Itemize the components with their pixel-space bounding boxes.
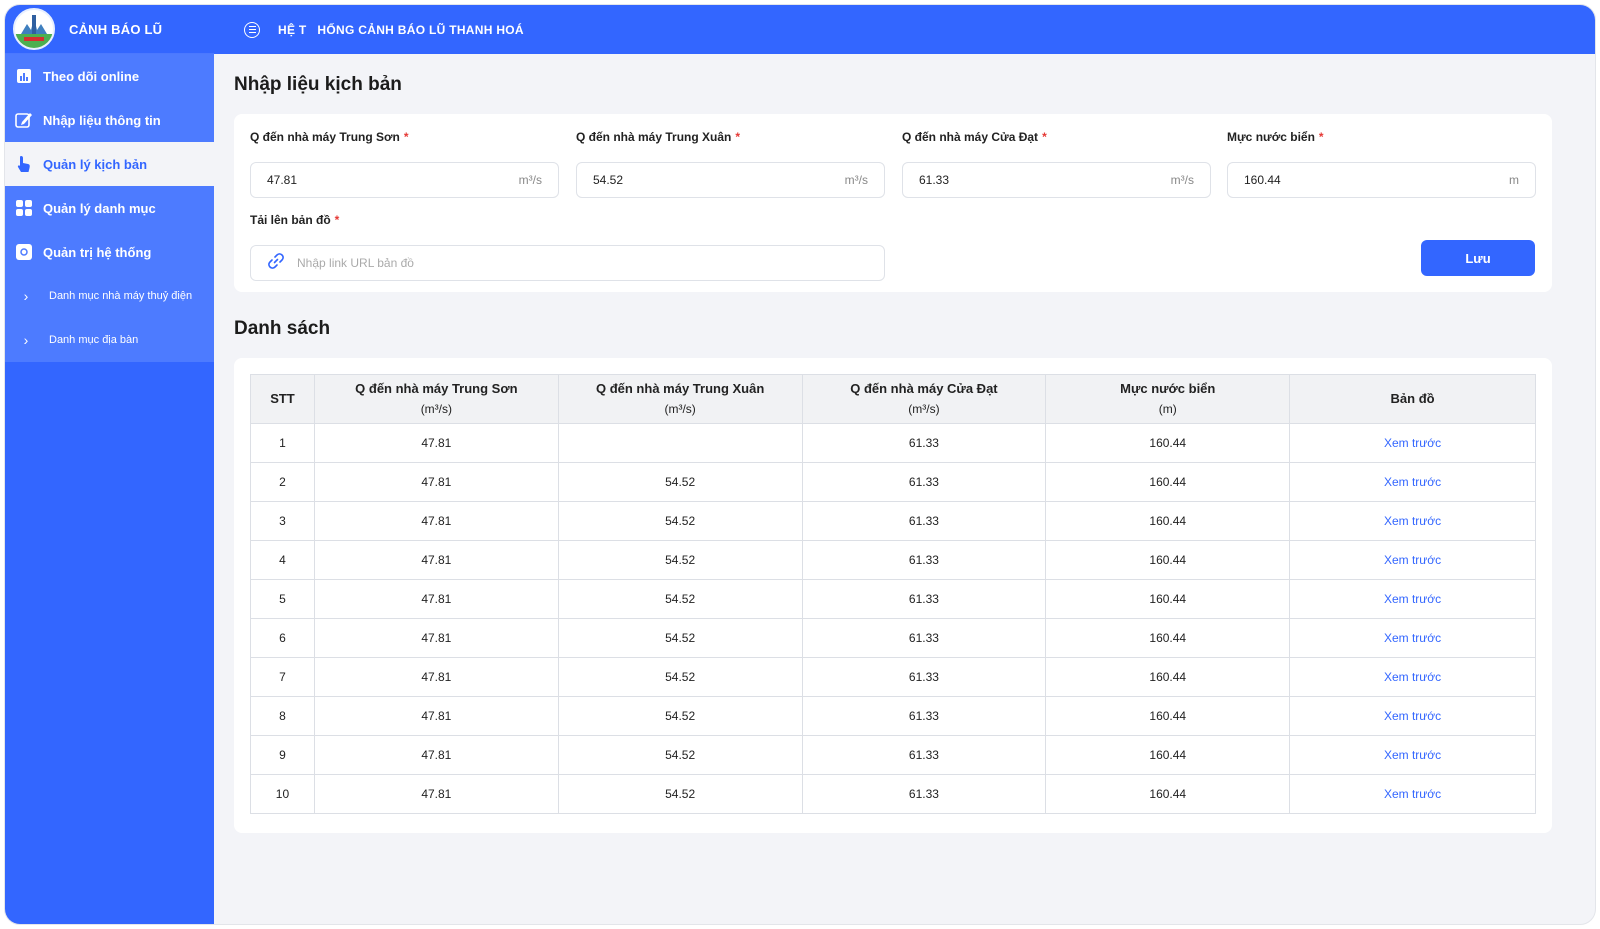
table-row: 1 47.81 61.33 160.44 Xem trước (250, 423, 1536, 463)
trung-xuan-input[interactable]: 54.52 m³/s (576, 162, 885, 198)
list-title: Danh sách (234, 318, 331, 339)
preview-link[interactable]: Xem trước (1289, 618, 1536, 658)
sidebar-item-label: Quản lý kịch bản (43, 156, 148, 172)
sidebar-item-danh-muc-dia-ban[interactable]: › Danh mục địa bàn (5, 318, 214, 362)
table-row: 7 47.81 54.52 61.33 160.44 Xem trước (250, 657, 1536, 697)
brand-title: CẢNH BÁO LŨ (69, 21, 163, 37)
grid-icon (15, 199, 33, 217)
preview-link[interactable]: Xem trước (1289, 423, 1536, 463)
preview-link[interactable]: Xem trước (1289, 579, 1536, 619)
main-content: Nhập liệu kịch bản Q đến nhà máy Trung S… (214, 54, 1595, 924)
column-header[interactable]: Q đến nhà máy Trung Xuân (m³/s) (557, 374, 803, 424)
form-title: Nhập liệu kịch bản (234, 74, 402, 95)
column-header[interactable]: Bản đồ (1289, 374, 1536, 424)
field-muc-nuoc-bien: Mực nước biển * 160.44 m (1227, 130, 1536, 198)
preview-link[interactable]: Xem trước (1289, 540, 1536, 580)
chart-icon (15, 67, 33, 85)
preview-link[interactable]: Xem trước (1289, 735, 1536, 775)
table-row: 4 47.81 54.52 61.33 160.44 Xem trước (250, 540, 1536, 580)
sidebar-item-theo-doi-online[interactable]: Theo dõi online (5, 54, 214, 98)
unit-label: m³/s (518, 173, 542, 187)
unit-label: m³/s (1170, 173, 1194, 187)
column-header[interactable]: Mực nước biển (m) (1045, 374, 1291, 424)
table-row: 3 47.81 54.52 61.33 160.44 Xem trước (250, 501, 1536, 541)
field-label: Tải lên bản đồ * (250, 213, 340, 227)
field-label: Q đến nhà máy Cửa Đạt * (902, 130, 1047, 144)
sidebar-item-quan-ly-kich-ban[interactable]: Quản lý kịch bản (5, 142, 214, 186)
chevron-right-icon: › (23, 288, 29, 304)
unit-label: m³/s (844, 173, 868, 187)
sidebar-item-quan-ly-danh-muc[interactable]: Quản lý danh mục (5, 186, 214, 230)
sidebar-item-label: Nhập liệu thông tin (43, 112, 161, 128)
field-label: Mực nước biển * (1227, 130, 1324, 144)
field-trung-son: Q đến nhà máy Trung Sơn * 47.81 m³/s (250, 130, 559, 198)
column-header[interactable]: Q đến nhà máy Trung Sơn (m³/s) (313, 374, 559, 424)
preview-link[interactable]: Xem trước (1289, 696, 1536, 736)
touch-icon (15, 155, 33, 173)
link-icon (267, 252, 287, 274)
sidebar-item-label: Danh mục nhà máy thuỷ điện (49, 290, 193, 302)
scenario-list: STT Q đến nhà máy Trung Sơn (m³/s) Q đến … (234, 358, 1552, 833)
preview-link[interactable]: Xem trước (1289, 501, 1536, 541)
field-label: Q đến nhà máy Trung Sơn * (250, 130, 409, 144)
sidebar-item-label: Quản lý danh mục (43, 200, 156, 216)
save-button[interactable]: Lưu (1421, 240, 1535, 276)
menu-toggle-icon[interactable] (244, 21, 260, 38)
table-header-row: STT Q đến nhà máy Trung Sơn (m³/s) Q đến … (250, 374, 1536, 424)
sidebar-item-nhap-lieu-thong-tin[interactable]: Nhập liệu thông tin (5, 98, 214, 142)
table-row: 10 47.81 54.52 61.33 160.44 Xem trước (250, 774, 1536, 814)
sea-level-input[interactable]: 160.44 m (1227, 162, 1536, 198)
scenario-form: Q đến nhà máy Trung Sơn * 47.81 m³/s Q đế… (234, 114, 1552, 292)
preview-link[interactable]: Xem trước (1289, 657, 1536, 697)
map-url-field[interactable] (250, 245, 885, 281)
scenario-table: STT Q đến nhà máy Trung Sơn (m³/s) Q đến … (250, 374, 1536, 814)
cua-dat-input[interactable]: 61.33 m³/s (902, 162, 1211, 198)
app-window: CẢNH BÁO LŨ Theo dõi online Nhập liệu th… (4, 4, 1596, 925)
field-upload-map: Tải lên bản đồ * (250, 213, 885, 281)
field-trung-xuan: Q đến nhà máy Trung Xuân * 54.52 m³/s (576, 130, 885, 198)
brand[interactable]: CẢNH BÁO LŨ (5, 5, 214, 54)
column-header[interactable]: Q đến nhà máy Cửa Đạt (m³/s) (801, 374, 1047, 424)
table-row: 9 47.81 54.52 61.33 160.44 Xem trước (250, 735, 1536, 775)
sidebar-item-label: Quản trị hệ thống (43, 244, 152, 260)
sidebar-menu: Theo dõi online Nhập liệu thông tin Quản… (5, 54, 214, 362)
sidebar-item-danh-muc-nha-may-thuy-dien[interactable]: › Danh mục nhà máy thuỷ điện (5, 274, 214, 318)
system-title: HỆ T HỐNG CẢNH BÁO LŨ THANH HOÁ (278, 22, 524, 37)
table-row: 5 47.81 54.52 61.33 160.44 Xem trước (250, 579, 1536, 619)
column-header[interactable]: STT (250, 374, 315, 424)
field-label: Q đến nhà máy Trung Xuân * (576, 130, 741, 144)
sidebar-item-label: Danh mục địa bàn (49, 334, 139, 346)
sidebar: CẢNH BÁO LŨ Theo dõi online Nhập liệu th… (5, 5, 214, 924)
unit-label: m (1509, 173, 1519, 187)
logo (13, 8, 55, 50)
preview-link[interactable]: Xem trước (1289, 462, 1536, 502)
settings-icon (15, 243, 33, 261)
table-row: 8 47.81 54.52 61.33 160.44 Xem trước (250, 696, 1536, 736)
field-cua-dat: Q đến nhà máy Cửa Đạt * 61.33 m³/s (902, 130, 1211, 198)
sidebar-item-label: Theo dõi online (43, 68, 140, 84)
edit-icon (15, 111, 33, 129)
sidebar-item-quan-tri-he-thong[interactable]: Quản trị hệ thống (5, 230, 214, 274)
map-url-input[interactable] (297, 256, 868, 270)
chevron-right-icon: › (23, 332, 29, 348)
table-row: 2 47.81 54.52 61.33 160.44 Xem trước (250, 462, 1536, 502)
topbar: HỆ T HỐNG CẢNH BÁO LŨ THANH HOÁ (214, 5, 1595, 54)
trung-son-input[interactable]: 47.81 m³/s (250, 162, 559, 198)
preview-link[interactable]: Xem trước (1289, 774, 1536, 814)
table-row: 6 47.81 54.52 61.33 160.44 Xem trước (250, 618, 1536, 658)
